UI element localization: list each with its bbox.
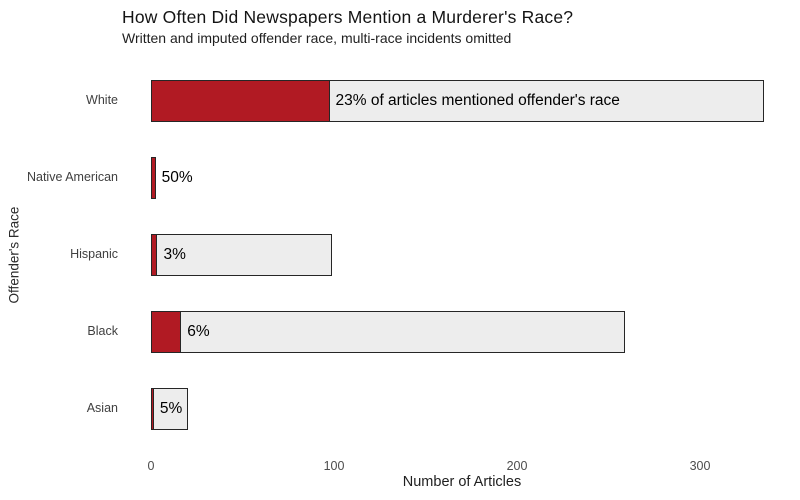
bar-mentioned-segment-asian — [152, 389, 154, 429]
bar-row-asian — [151, 388, 188, 430]
x-axis-title: Number of Articles — [402, 474, 522, 490]
bar-mentioned-segment-black — [152, 312, 182, 352]
x-tick-label-100: 100 — [323, 459, 345, 473]
category-label-native-american: Native American — [26, 170, 118, 184]
bar-label-native-american: 50% — [161, 169, 193, 186]
bar-row-white — [151, 80, 765, 122]
bar-row-black — [151, 311, 625, 353]
category-label-black: Black — [87, 324, 118, 338]
bar-label-black: 6% — [187, 323, 210, 340]
category-label-hispanic: Hispanic — [70, 247, 118, 261]
category-label-white: White — [86, 93, 118, 107]
bar-mentioned-segment-hispanic — [152, 235, 158, 275]
bar-mentioned-segment-white — [152, 81, 330, 121]
bar-row-hispanic — [151, 234, 333, 276]
bar-label-asian: 5% — [159, 400, 183, 417]
bar-label-white: 23% of articles mentioned offender's rac… — [335, 92, 620, 109]
category-label-asian: Asian — [86, 401, 118, 415]
bar-mentioned-segment-native-american — [152, 158, 156, 198]
bar-row-native-american — [151, 157, 157, 199]
x-tick-label-300: 300 — [689, 459, 711, 473]
x-tick-label-200: 200 — [506, 459, 528, 473]
chart-subtitle: Written and imputed offender race, multi… — [122, 30, 512, 46]
bar-label-hispanic: 3% — [163, 246, 186, 263]
x-tick-label-0: 0 — [147, 459, 155, 473]
chart-title: How Often Did Newspapers Mention a Murde… — [122, 7, 574, 27]
